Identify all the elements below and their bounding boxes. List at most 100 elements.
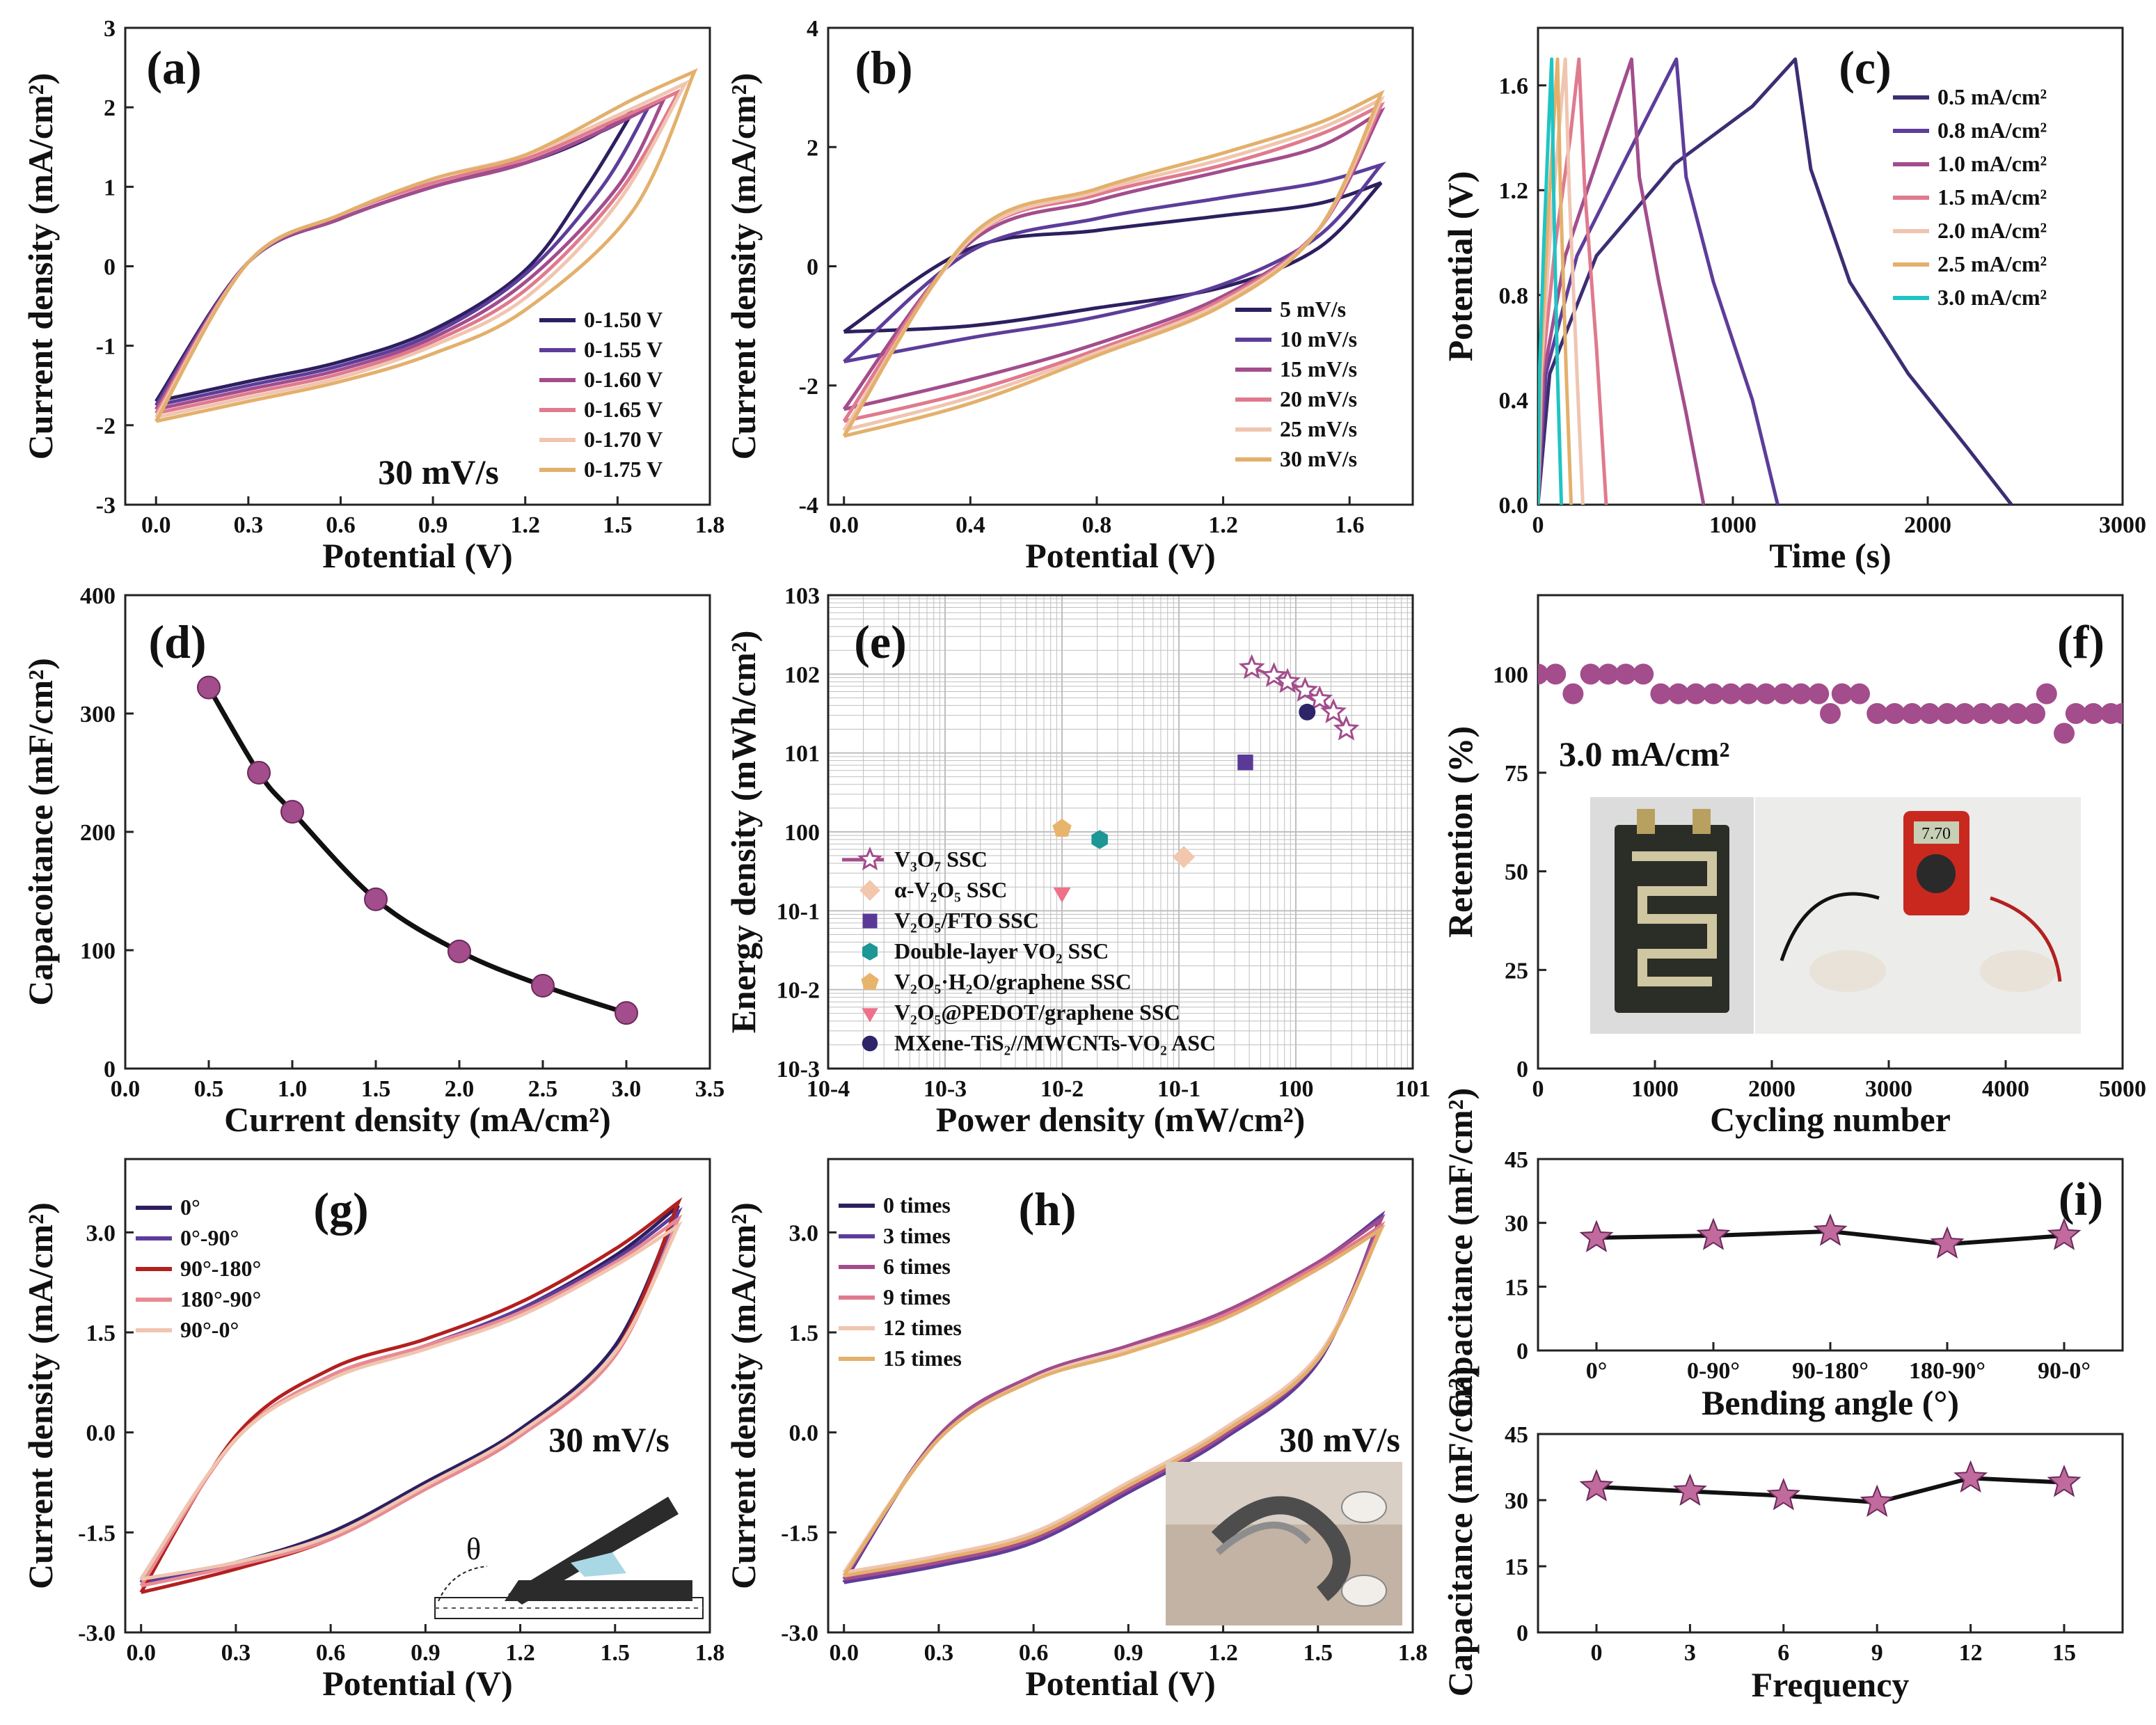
data-point [1579,1469,1614,1502]
panel-i-top-bending-angle: 0° 0-90° 90-180° 180-90° 90-0° 0 15 30 45 Bending… [1441,1088,2124,1422]
data-point [1333,715,1360,741]
y-tick-label: 30 [1505,1488,1528,1514]
data-point [1685,683,1706,704]
data-point [247,761,271,785]
x-tick-label: 4000 [1982,1076,2029,1102]
y-tick-label: 1 [104,175,116,200]
x-tick-label: 0.0 [126,1640,156,1666]
series-line [842,107,1386,411]
legend-label: 1.5 mA/cm² [1937,184,2047,210]
data-point [2024,703,2045,724]
legend-label: 0.5 mA/cm² [1937,84,2047,109]
x-tick-label: 3000 [1865,1076,1912,1102]
x-tick-label: 0.9 [418,512,448,538]
legend-label: 2.5 mA/cm² [1937,251,2047,276]
data-point [1866,703,1888,724]
scan-rate-annotation: 30 mV/s [548,1420,669,1459]
x-tick-label: 1.5 [603,512,633,538]
x-tick-label: 0.5 [194,1076,224,1102]
x-tick-label: 5000 [2099,1076,2146,1102]
y-tick-label: 0.0 [1499,493,1529,519]
y-tick-label: 0.0 [789,1421,819,1447]
x-tick-label: 1.0 [278,1076,308,1102]
series-line [843,181,1383,334]
legend-label: 30 mV/s [1280,446,1357,471]
series-line [843,162,1387,363]
data-point [1696,1218,1731,1250]
y-tick-label: -1.5 [781,1520,818,1546]
x-tick-label: 6 [1777,1640,1789,1666]
x-tick-label: 0 [1532,1076,1544,1102]
x-tick-label: 0.0 [111,1076,141,1102]
y-tick-label: 2 [807,135,818,161]
data-point [1238,654,1265,679]
series-layer [842,1210,1386,1584]
legend-label: 0-1.55 V [584,337,663,362]
scan-rate-annotation: 30 mV/s [1279,1420,1400,1459]
y-tick-label: 0 [1516,1621,1528,1646]
data-point [2047,1464,2082,1497]
y-tick-label: 101 [784,741,820,767]
data-point [1274,668,1301,693]
y-tick-label: 10-1 [777,899,820,924]
y-tick-label: 15 [1505,1554,1528,1580]
x-tick-label: 1.6 [1335,512,1365,538]
data-point [1545,663,1567,685]
series-line [842,1214,1386,1581]
data-point [1052,818,1072,837]
bending-schematic-inset: θ [434,1497,704,1619]
x-tick-label: 2.5 [528,1076,558,1102]
legend-label: 15 times [883,1346,962,1371]
x-tick-label: 1000 [1709,512,1757,538]
legend-label: V₂O₅/FTO SSC [894,908,1039,933]
data-point [1703,683,1724,704]
data-point [615,1001,638,1025]
data-point [861,972,879,990]
data-point [280,800,304,824]
data-point [1919,703,1940,724]
legend-label: V₂O₅·H₂O/graphene SSC [894,969,1132,994]
data-point [1937,703,1958,724]
data-point [364,887,388,911]
y-tick-label: 0.4 [1499,388,1529,413]
series-line [139,1213,683,1588]
series-line [1538,57,1706,505]
x-tick-label: 1.5 [361,1076,391,1102]
legend-label: 0° [180,1195,200,1220]
y-tick-label: 100 [1493,662,1528,688]
legend-label: 1.0 mA/cm² [1937,151,2047,176]
series-layer [139,1197,683,1594]
data-point [857,846,883,871]
panel-i-bottom-frequency: 0 3 6 9 12 15 0 15 30 45 Frequency Capacitance (mF/… [1441,1366,2124,1704]
x-tick-label: 0.6 [326,512,356,538]
data-point [1954,703,1976,724]
data-point [1901,703,1923,724]
x-tick-label: 3.5 [695,1076,725,1102]
panel-a-cv-voltage-windows: 0.0 0.3 0.6 0.9 1.2 1.5 1.8 -3 -2 -1 0 1 2 3 Potential… [21,16,724,575]
x-tick-label: 15 [2052,1640,2076,1666]
series-layer [154,68,698,423]
data-point [862,913,878,929]
panel-e-ragone-plot: 10-4 10-3 10-2 10-1 100 10110-310-210-1100101… [724,583,1431,1139]
x-tick-label: 0° [1586,1358,1608,1384]
x-tick-label: 0.0 [141,512,171,538]
data-point [862,943,878,961]
legend-label: MXene-TiS₂//MWCNTs-VO₂ ASC [894,1030,1216,1055]
y-tick-label: 15 [1505,1275,1528,1300]
y-tick-label: 0 [104,1057,116,1082]
data-point [862,1008,878,1023]
x-tick-label: 3 [1684,1640,1696,1666]
y-tick-label: 3.0 [86,1220,116,1246]
x-tick-label: 2.0 [445,1076,475,1102]
data-point [1953,1460,1988,1493]
y-tick-label: 0 [1516,1339,1528,1364]
x-tick-label: 1.8 [695,1640,725,1666]
panel-letter: (a) [146,41,201,94]
legend-label: 0-1.75 V [584,457,663,482]
legend-label: 5 mV/s [1280,297,1346,322]
data-point [1053,888,1071,903]
panel-letter: (e) [854,615,906,668]
y-tick-label: 0 [104,255,116,281]
data-point [1615,663,1636,685]
data-point [1860,1484,1894,1518]
